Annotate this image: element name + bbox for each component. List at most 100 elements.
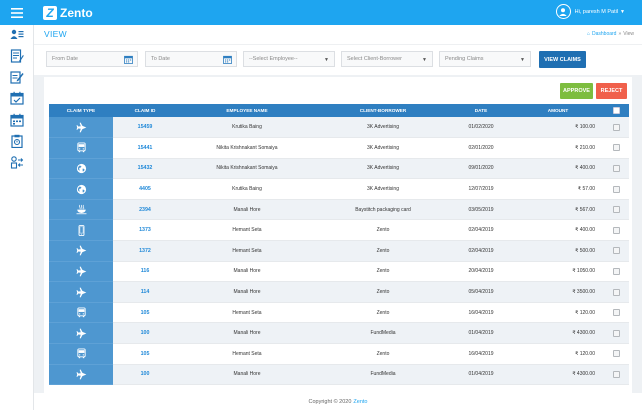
table-row[interactable]: 100 Manali Hore FundMedia 01/04/2019 ₹ 4300.… — [49, 322, 629, 345]
claim-id-link[interactable]: 100 — [113, 364, 177, 386]
user-menu[interactable]: Hi, paresh M Patil ▼ — [555, 4, 625, 19]
table-row[interactable]: 114 Manali Hore Zento 05/04/2019 ₹ 3500.00 — [49, 281, 629, 303]
claim-id-link[interactable]: 105 — [113, 343, 177, 365]
breadcrumb-separator: » — [618, 31, 622, 37]
claim-id-link[interactable]: 4405 — [113, 178, 177, 200]
row-checkbox[interactable] — [612, 350, 620, 358]
table-row[interactable]: 2394 Manali Hore Baystitch packaging card 0… — [49, 199, 629, 221]
claim-id-link[interactable]: 116 — [113, 261, 177, 283]
claim-id-link[interactable]: 1372 — [113, 240, 177, 262]
employee-name-cell: Manali Hore — [177, 261, 317, 283]
table-row[interactable]: 100 Manali Hore FundMedia 01/04/2019 ₹ 4300.… — [49, 364, 629, 386]
row-checkbox[interactable] — [612, 370, 620, 378]
breadcrumb-dashboard[interactable]: Dashboard — [592, 31, 617, 37]
approve-button[interactable]: APPROVE — [560, 83, 593, 99]
employee-select[interactable]: --Select Employee-- ▼ — [243, 51, 335, 67]
col-client-borrower[interactable]: CLIENT-BORROWER — [317, 104, 449, 117]
menu-icon[interactable] — [0, 0, 34, 25]
date-cell: 16/04/2019 — [449, 302, 513, 324]
claim-id-link[interactable]: 1373 — [113, 219, 177, 242]
client-select[interactable]: Select Client-Borrower ▼ — [341, 51, 433, 67]
edit-icon[interactable] — [10, 70, 24, 84]
employee-name-cell: Nikita Krishnakant Somaiya — [177, 137, 317, 159]
col-claim-type[interactable]: CLAIM TYPE — [49, 104, 113, 117]
row-checkbox[interactable] — [612, 206, 620, 214]
home-icon[interactable]: ⌂ — [586, 31, 590, 37]
claims-table-body: 15459 Krutika Baing 3K Advertising 01/02/20… — [49, 117, 629, 386]
view-claims-button[interactable]: VIEW CLAIMS — [539, 51, 586, 68]
calendar-icon[interactable] — [10, 113, 24, 127]
table-row[interactable]: 15459 Krutika Baing 3K Advertising 01/02/20… — [49, 117, 629, 139]
status-select[interactable]: Pending Claims ▼ — [439, 51, 531, 67]
row-checkbox[interactable] — [612, 267, 620, 275]
user-greeting: Hi, paresh M Patil — [574, 8, 619, 15]
logo-mark: Z — [43, 5, 57, 20]
bus-icon — [49, 142, 113, 153]
table-row[interactable]: 105 Hemant Seta Zento 16/04/2019 ₹ 120.00 — [49, 302, 629, 324]
row-checkbox[interactable] — [612, 329, 620, 337]
claim-id-link[interactable]: 15432 — [113, 158, 177, 180]
col-claim-id[interactable]: CLAIM ID — [113, 104, 177, 117]
row-checkbox[interactable] — [612, 309, 620, 317]
chevron-down-icon: ▼ — [422, 57, 427, 63]
to-date-input[interactable]: To Date — [145, 51, 237, 67]
from-date-input[interactable]: From Date — [46, 51, 138, 67]
breadcrumb: ⌂ Dashboard » View — [587, 31, 634, 37]
select-all-checkbox[interactable] — [612, 107, 620, 114]
claim-form-icon[interactable] — [10, 49, 24, 63]
reject-button[interactable]: REJECT — [596, 83, 627, 99]
claim-id-link[interactable]: 15459 — [113, 117, 177, 139]
app-logo[interactable]: Z Zento — [43, 5, 93, 20]
select-all-checkbox-cell — [603, 104, 629, 117]
table-row[interactable]: 1372 Hemant Seta Zento 02/04/2019 ₹ 500.00 — [49, 240, 629, 262]
row-checkbox[interactable] — [612, 164, 620, 172]
claim-type-cell — [49, 158, 113, 180]
users-icon[interactable] — [10, 28, 24, 42]
table-row[interactable]: 105 Hemant Seta Zento 16/04/2019 ₹ 120.00 — [49, 343, 629, 365]
claim-id-link[interactable]: 15441 — [113, 137, 177, 159]
plane-icon — [49, 287, 113, 298]
table-row[interactable]: 15432 Nikita Krishnakant Somaiya 3K Advert… — [49, 158, 629, 180]
row-checkbox-cell — [603, 302, 629, 324]
col-amount[interactable]: AMOUNT — [513, 104, 603, 117]
calendar-check-icon[interactable] — [10, 91, 24, 105]
claim-type-cell — [49, 322, 113, 345]
row-checkbox-cell — [603, 322, 629, 345]
claim-id-link[interactable]: 100 — [113, 322, 177, 345]
claim-id-link[interactable]: 105 — [113, 302, 177, 324]
clipboard-icon[interactable] — [10, 134, 24, 149]
row-checkbox[interactable] — [612, 226, 620, 234]
calendar-icon[interactable] — [124, 55, 133, 64]
client-cell: FundMedia — [317, 322, 449, 345]
date-cell: 02/01/2020 — [449, 137, 513, 159]
table-row[interactable]: 116 Manali Hore Zento 20/04/2019 ₹ 1050.00 — [49, 261, 629, 283]
row-checkbox[interactable] — [612, 123, 620, 131]
row-checkbox[interactable] — [612, 288, 620, 296]
transfer-icon[interactable] — [10, 155, 24, 169]
claim-type-cell — [49, 199, 113, 221]
client-cell: 3K Advertising — [317, 117, 449, 139]
table-row[interactable]: 1373 Hemant Seta Zento 02/04/2019 ₹ 400.00 — [49, 219, 629, 242]
col-employee-name[interactable]: EMPLOYEE NAME — [177, 104, 317, 117]
col-date[interactable]: DATE — [449, 104, 513, 117]
amount-cell: ₹ 500.00 — [513, 240, 603, 262]
claim-id-link[interactable]: 114 — [113, 281, 177, 303]
employee-name-cell: Hemant Seta — [177, 302, 317, 324]
client-cell: Zento — [317, 281, 449, 303]
footer-brand-link[interactable]: Zento — [353, 398, 368, 405]
amount-cell: ₹ 400.00 — [513, 158, 603, 180]
amount-cell: ₹ 4300.00 — [513, 322, 603, 345]
table-row[interactable]: 4405 Krutika Baing 3K Advertising 12/07/201… — [49, 178, 629, 200]
claim-id-link[interactable]: 2394 — [113, 199, 177, 221]
table-row[interactable]: 15441 Nikita Krishnakant Somaiya 3K Advert… — [49, 137, 629, 159]
amount-cell: ₹ 567.00 — [513, 199, 603, 221]
row-checkbox[interactable] — [612, 144, 620, 152]
employee-name-cell: Krutika Baing — [177, 117, 317, 139]
row-checkbox[interactable] — [612, 247, 620, 255]
bus-icon — [49, 348, 113, 359]
from-date-placeholder: From Date — [52, 56, 78, 62]
client-cell: 3K Advertising — [317, 137, 449, 159]
row-checkbox[interactable] — [612, 185, 620, 193]
calendar-icon[interactable] — [223, 55, 232, 64]
footer: Copyright © 2020 Zento — [34, 393, 642, 410]
